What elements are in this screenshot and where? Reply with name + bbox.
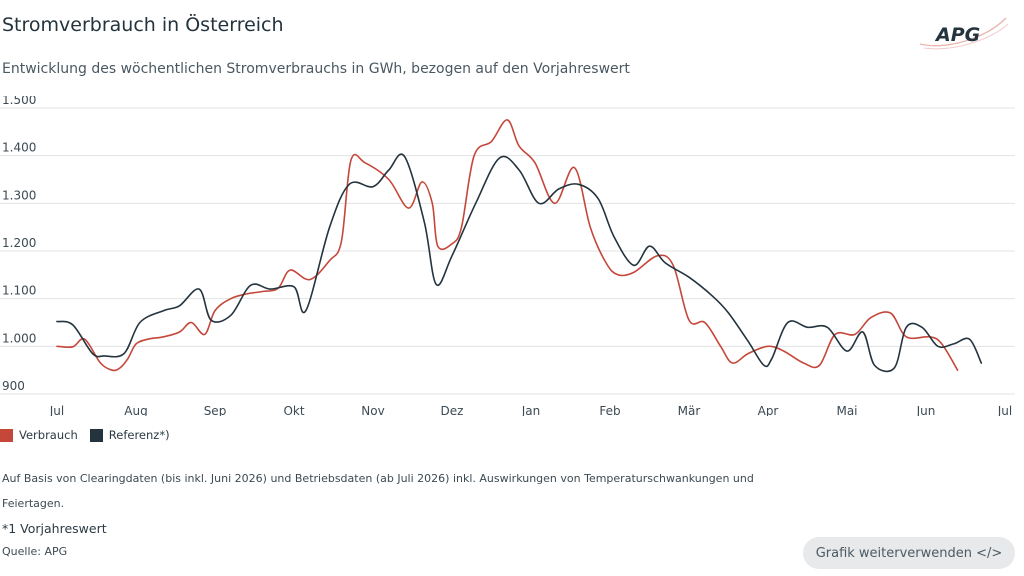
x-tick-label: Jul: [49, 404, 64, 416]
x-tick-label: Sep: [204, 404, 227, 416]
x-tick-label: Jun: [916, 404, 936, 416]
logo-text: APG: [934, 24, 980, 46]
y-tick-label: 1.100: [2, 284, 36, 298]
y-tick-label: 1.400: [2, 141, 36, 155]
legend-label-referenz: Referenz*): [108, 428, 170, 442]
x-tick-label: Aug: [124, 404, 147, 416]
legend-label-verbrauch: Verbrauch: [19, 428, 78, 442]
axis-layer: 900 1.000 1.100 1.200 1.300 1.400 1.500 Jul Aug S…: [2, 96, 1012, 416]
footnote-reference: *1 Vorjahreswert: [2, 521, 107, 536]
y-tick-label: 900: [2, 379, 25, 393]
y-tick-label: 1.500: [2, 96, 36, 107]
reuse-graphic-button[interactable]: Grafik weiterverwenden </>: [803, 537, 1015, 569]
series-line-verbrauch[interactable]: [56, 119, 959, 372]
grid-layer: [0, 107, 1015, 395]
x-tick-label: Okt: [283, 404, 304, 416]
x-tick-label: Apr: [758, 404, 779, 416]
x-tick-label: Jul: [997, 404, 1012, 416]
x-tick-label: Jan: [521, 404, 541, 416]
x-tick-label: Nov: [361, 404, 384, 416]
y-tick-label: 1.300: [2, 188, 36, 202]
chart-subtitle: Entwicklung des wöchentlichen Stromverbr…: [2, 61, 630, 77]
legend-swatch-referenz: [89, 428, 103, 442]
source-label: Quelle: APG: [2, 545, 68, 558]
legend-item-referenz[interactable]: Referenz*): [89, 428, 170, 442]
line-chart: 900 1.000 1.100 1.200 1.300 1.400 1.500 Jul Aug S…: [0, 96, 1015, 416]
series-line-referenz[interactable]: [56, 153, 983, 373]
footnote-data-basis: Auf Basis von Clearingdaten (bis inkl. J…: [2, 472, 754, 510]
x-tick-label: Mai: [836, 404, 857, 416]
x-tick-label: Dez: [441, 404, 464, 416]
legend-item-verbrauch[interactable]: Verbrauch: [0, 428, 78, 442]
chart-legend: Verbrauch Referenz*): [0, 428, 170, 442]
apg-logo: APG: [919, 17, 1009, 50]
series-layer: [56, 119, 983, 373]
page-title: Stromverbrauch in Österreich: [2, 14, 284, 36]
y-tick-label: 1.000: [2, 331, 36, 345]
y-tick-label: 1.200: [2, 236, 36, 250]
legend-swatch-verbrauch: [0, 428, 13, 442]
x-tick-label: Mär: [678, 404, 701, 416]
x-tick-label: Feb: [599, 404, 620, 416]
